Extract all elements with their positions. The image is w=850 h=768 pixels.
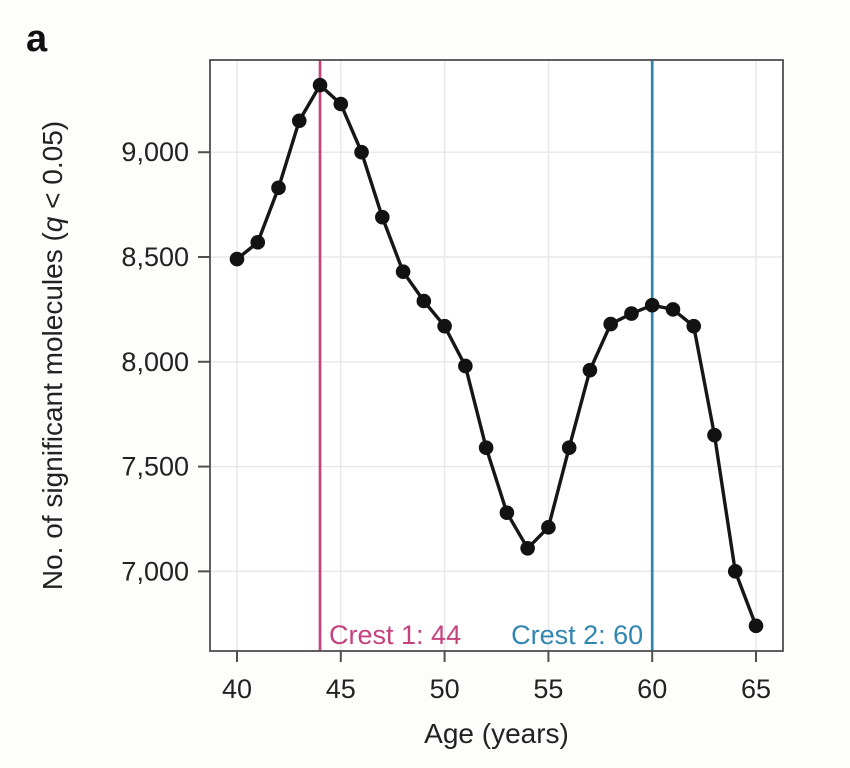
data-point-age-62 [686, 318, 702, 334]
data-point-age-43 [291, 113, 307, 129]
data-point-age-40 [229, 251, 245, 267]
data-point-age-44 [312, 77, 328, 93]
data-point-age-53 [499, 505, 515, 520]
data-point-age-48 [395, 264, 411, 279]
data-point-age-55 [541, 520, 556, 535]
data-point-age-45 [333, 96, 349, 112]
data-point-age-58 [603, 316, 618, 332]
data-point-age-41 [250, 235, 266, 250]
plot-area [210, 60, 783, 651]
x-tick-label-50: 50 [430, 674, 460, 704]
x-tick-label-55: 55 [533, 674, 563, 704]
x-axis-title: Age (years) [424, 718, 569, 749]
y-tick-label-7000: 7,000 [121, 556, 189, 586]
x-tick-label-40: 40 [222, 674, 252, 704]
crest-label-1: Crest 1: 44 [329, 620, 461, 650]
data-point-age-57 [582, 362, 598, 378]
x-tick-label-65: 65 [741, 674, 771, 704]
data-point-age-54 [520, 541, 535, 556]
data-point-age-46 [354, 144, 369, 160]
data-point-age-50 [437, 318, 452, 334]
data-point-age-42 [271, 180, 286, 196]
x-tick-label-45: 45 [326, 674, 356, 704]
data-point-age-64 [727, 564, 743, 579]
data-point-age-52 [478, 440, 494, 456]
y-tick-label-8000: 8,000 [121, 347, 189, 377]
data-point-age-51 [458, 358, 473, 374]
panel-label: a [26, 18, 48, 60]
y-tick-label-8500: 8,500 [121, 242, 189, 272]
plot-border [209, 59, 784, 652]
data-point-age-49 [416, 293, 432, 309]
data-point-age-59 [624, 306, 639, 321]
data-point-age-47 [375, 209, 390, 225]
data-point-age-61 [665, 302, 681, 317]
y-tick-label-9000: 9,000 [121, 137, 189, 167]
y-axis-title: No. of significant molecules (q < 0.05) [37, 121, 68, 590]
data-point-age-56 [561, 440, 577, 456]
crest-label-2: Crest 2: 60 [511, 620, 643, 650]
y-tick-label-7500: 7,500 [121, 452, 189, 482]
x-tick-label-60: 60 [637, 674, 667, 704]
data-point-age-65 [748, 618, 764, 634]
data-point-age-60 [644, 297, 660, 313]
data-point-age-63 [707, 427, 722, 443]
